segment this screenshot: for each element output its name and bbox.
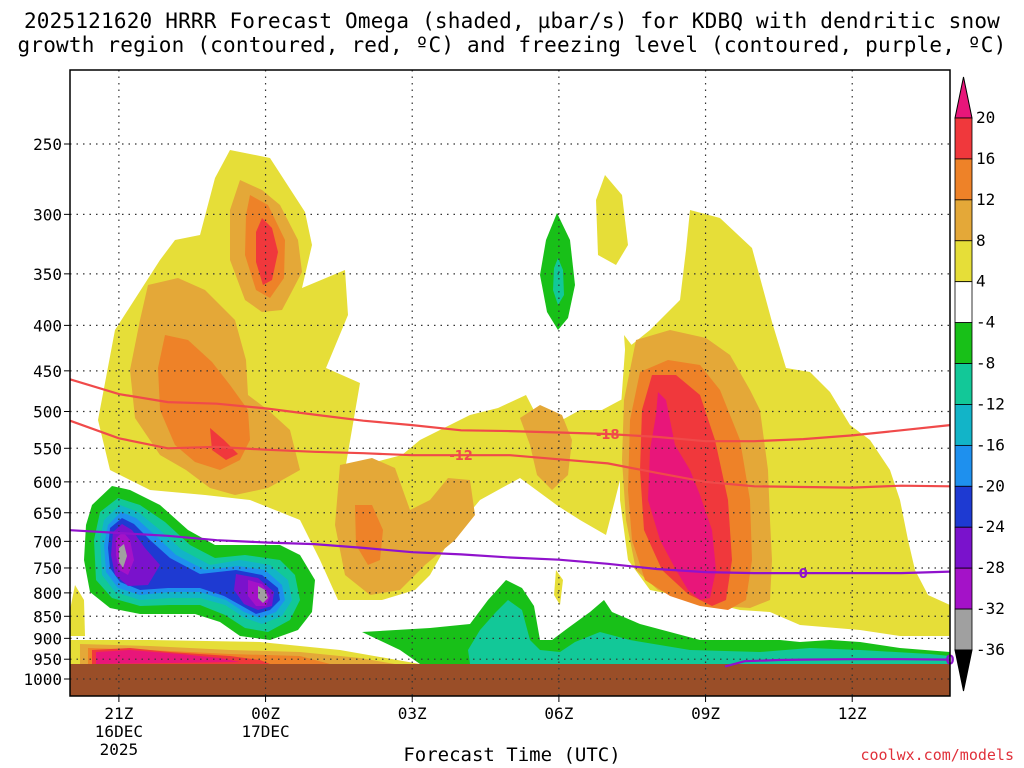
colorbar-label: -12 [976, 394, 1005, 413]
colorbar-label: -8 [976, 354, 995, 373]
omega-region-8-06z [520, 405, 572, 490]
y-tick-label: 850 [33, 607, 62, 626]
colorbar-swatch [954, 485, 973, 528]
colorbar-bottom-arrow [954, 649, 973, 692]
grid [70, 70, 950, 696]
y-tick-label: 300 [33, 205, 62, 224]
omega-region-neg8-06z [553, 258, 564, 305]
contour-line-1 [70, 378, 950, 443]
colorbar-swatch [954, 363, 973, 405]
contour-label: -12 [449, 449, 473, 464]
colorbar-swatch [954, 444, 973, 487]
plot-frame [69, 69, 951, 697]
y-tick-label: 550 [33, 439, 62, 458]
colorbar-swatch [954, 608, 973, 651]
x-tick-label: 12Z [838, 704, 867, 723]
x-tick-label: 21Z [104, 704, 133, 723]
colorbar-label: -20 [976, 476, 1005, 495]
surface-ground [70, 664, 950, 696]
colorbar-top-arrow [954, 76, 973, 119]
colorbar-label: -4 [976, 313, 995, 332]
colorbar-label: -28 [976, 558, 1005, 577]
omega-region-20-lowstrip [96, 650, 240, 664]
colorbar-swatch [954, 322, 973, 364]
y-tick-label: 650 [33, 504, 62, 523]
contour-line-2 [70, 529, 950, 575]
y-axis: 250 300 350 400 450 500 550 600 650 700 750 800 850 9… [23, 135, 70, 689]
y-tick-label: 500 [33, 403, 62, 422]
colorbar-label: 8 [976, 231, 986, 250]
chart-title-line-1: 2025121620 HRRR Forecast Omega (shaded, … [23, 9, 1001, 33]
contour-label: -18 [596, 428, 620, 443]
y-tick-label: 450 [33, 362, 62, 381]
x-tick-label: 00Z [251, 704, 280, 723]
contour-line-3 [724, 658, 950, 668]
x-tick-label: 09Z [691, 704, 720, 723]
omega-region-16-leftspot [210, 428, 238, 460]
source-credit[interactable]: coolwx.com/models [860, 746, 1014, 764]
x-tick-label: 06Z [544, 704, 573, 723]
colorbar-label: -36 [976, 640, 1005, 659]
colorbar-label: 12 [976, 190, 995, 209]
y-tick-label: 400 [33, 316, 62, 335]
colorbar-label: 16 [976, 149, 995, 168]
colorbar-label: 4 [976, 272, 986, 291]
colorbar-swatch [954, 199, 973, 242]
y-tick-label: 350 [33, 265, 62, 284]
colorbar-swatch [954, 117, 973, 160]
x-tick-year: 2025 [100, 740, 139, 759]
omega-region-neg32-lobe [119, 544, 127, 568]
colorbar-label: 20 [976, 108, 995, 127]
colorbar-label: -16 [976, 435, 1005, 454]
x-tick-label: 03Z [398, 704, 427, 723]
colorbar-label: -24 [976, 517, 1005, 536]
colorbar-label: -32 [976, 599, 1005, 618]
y-tick-label: 250 [33, 135, 62, 154]
y-tick-label: 900 [33, 629, 62, 648]
x-axis-label: Forecast Time (UTC) [403, 744, 621, 766]
contour-label: 0 [799, 567, 808, 582]
x-tick-date: 16DEC [95, 722, 143, 741]
colorbar-swatch [954, 158, 973, 201]
omega-region-16-left [256, 218, 278, 285]
omega-region-neg8-low [468, 600, 950, 664]
chart-title-line-2: growth region (contoured, red, ºC) and f… [17, 33, 1007, 57]
y-tick-label: 1000 [23, 670, 62, 689]
y-tick-label: 800 [33, 584, 62, 603]
colorbar-swatch [954, 526, 973, 569]
contour-line-0 [70, 419, 950, 489]
x-tick-date: 17DEC [241, 722, 289, 741]
colorbar: 20 16 12 8 4 -4 -8 -12 -16 -20 -24 -28 -32 -36 [954, 76, 1005, 692]
colorbar-swatch [954, 240, 973, 283]
omega-region-4-top [596, 175, 628, 265]
y-tick-label: 950 [33, 650, 62, 669]
colorbar-swatch [954, 567, 973, 610]
y-tick-label: 600 [33, 473, 62, 492]
y-tick-label: 700 [33, 532, 62, 551]
omega-shading [70, 150, 950, 664]
colorbar-swatch [954, 281, 973, 324]
omega-region-neg32-lobe2 [258, 586, 268, 603]
omega-region-20-right [648, 392, 716, 600]
omega-region-4-bottom-left [70, 585, 85, 636]
omega-region-4-small [554, 570, 563, 605]
y-tick-label: 750 [33, 559, 62, 578]
colorbar-swatch [954, 404, 973, 446]
